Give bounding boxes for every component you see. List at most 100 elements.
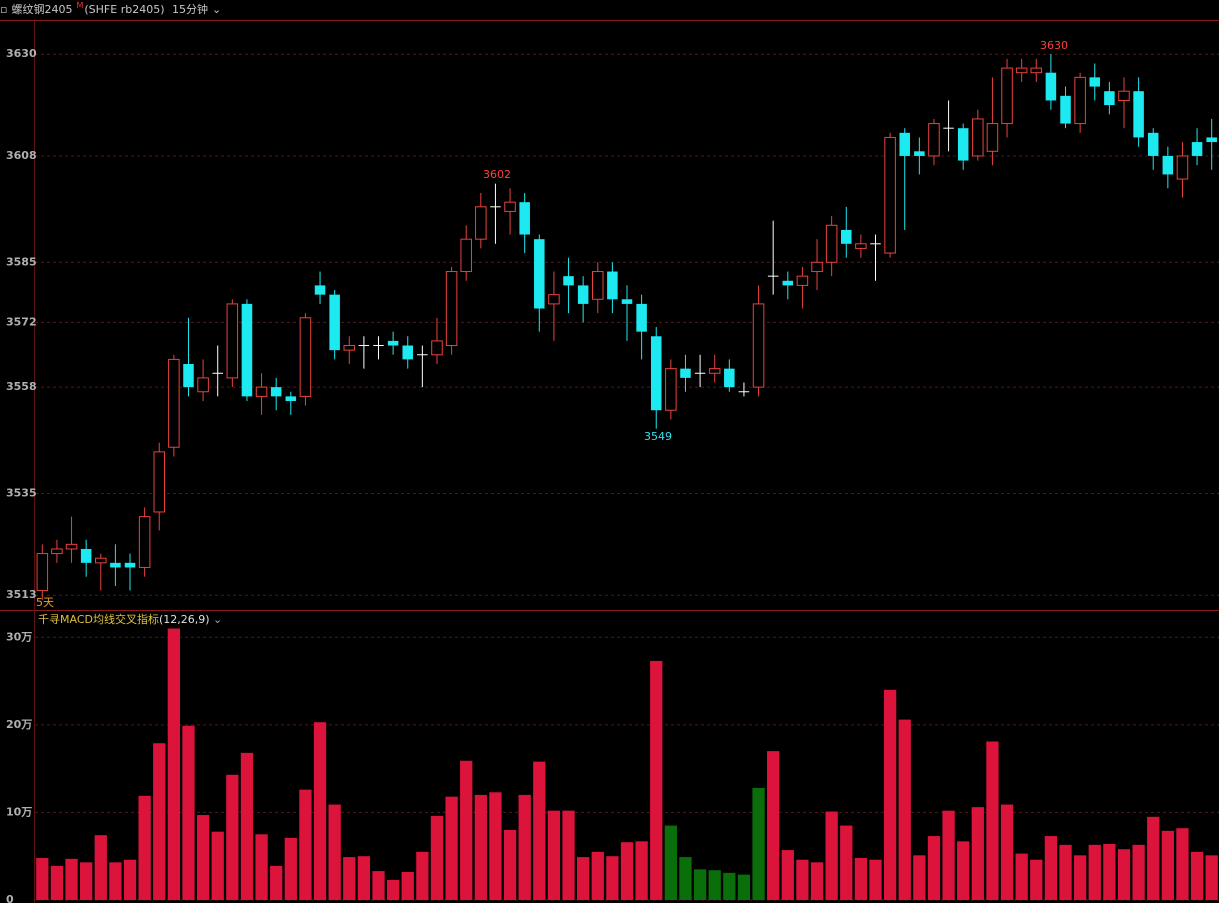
- candle-body: [241, 303, 253, 397]
- candle-body: [285, 396, 297, 402]
- dropdown-arrow[interactable]: ⌄: [210, 613, 223, 626]
- volume-bar: [679, 857, 692, 900]
- volume-bar: [913, 855, 926, 900]
- icon: ▫: [0, 3, 8, 16]
- candle-body: [1191, 142, 1203, 156]
- volume-bar: [825, 811, 838, 900]
- symbol[interactable]: 螺纹钢2405: [11, 3, 73, 16]
- candle-body: [548, 294, 560, 305]
- candle-body: [402, 345, 414, 360]
- candle-body: [80, 548, 92, 563]
- candle-body: [1045, 72, 1057, 101]
- volume-bar: [1073, 855, 1087, 900]
- volume-bar: [1103, 843, 1116, 900]
- candle-body: [708, 368, 721, 374]
- volume-bar: [533, 761, 546, 900]
- candle-body: [986, 123, 999, 152]
- volume-bar: [883, 689, 897, 900]
- candle-body: [680, 368, 691, 378]
- high-label: 3630: [1040, 39, 1068, 52]
- volume-bar: [854, 857, 868, 900]
- volume-bar: [869, 859, 882, 900]
- candle-body: [226, 303, 239, 379]
- volume-bar: [1059, 844, 1072, 900]
- volume-bar: [94, 835, 107, 900]
- candle-body: [1030, 67, 1043, 74]
- header-bar: ▫ 螺纹钢2405 M(SHFE rb2405) 15分钟 ⌄: [0, 0, 1219, 21]
- candle-body: [475, 206, 487, 240]
- candle-body: [110, 562, 121, 568]
- volume-bar: [635, 841, 648, 900]
- y-tick-label: 3513: [6, 588, 37, 601]
- candle-body: [343, 345, 356, 351]
- candle-body: [928, 123, 940, 157]
- volume-bar: [372, 871, 385, 900]
- volume-bar: [211, 831, 224, 900]
- code: (SHFE rb2405): [84, 3, 165, 16]
- volume-bar: [153, 743, 166, 900]
- volume-bar: [606, 856, 619, 900]
- volume-bar: [708, 870, 721, 900]
- candle-body: [1147, 132, 1159, 156]
- volume-bar: [240, 752, 254, 900]
- volume-bar: [562, 810, 575, 900]
- range-label[interactable]: 5天: [36, 596, 54, 609]
- volume-bar: [927, 836, 941, 900]
- volume-bar: [167, 628, 181, 900]
- candle-body: [387, 340, 399, 346]
- indicator-name: 千寻MACD均线交叉指标: [38, 612, 159, 626]
- candle-body: [825, 224, 838, 263]
- volume-bar: [343, 857, 356, 900]
- volume-bar: [1044, 836, 1058, 900]
- y-tick-label: 3608: [6, 149, 37, 162]
- candle-body: [650, 336, 662, 411]
- volume-bar: [50, 865, 64, 900]
- volume-bar: [430, 815, 444, 900]
- volume-bar: [1176, 828, 1189, 900]
- volume-bar: [503, 829, 517, 900]
- y-tick-label: 10万: [6, 805, 32, 818]
- volume-bar: [196, 815, 210, 900]
- period[interactable]: 15分钟: [172, 3, 208, 16]
- candle-body: [592, 271, 604, 300]
- low-label: 3549: [644, 430, 672, 443]
- candle-body: [314, 285, 326, 295]
- volume-bar: [1030, 859, 1043, 900]
- volume-bar: [299, 789, 312, 900]
- candle-body: [124, 562, 136, 568]
- volume-bar: [123, 859, 137, 900]
- candle-body: [621, 299, 633, 304]
- volume-bar: [986, 741, 999, 900]
- volume-bar: [781, 850, 794, 900]
- volume-bar: [942, 810, 955, 900]
- y-tick-label: 3558: [6, 380, 37, 393]
- volume-bar: [767, 751, 780, 900]
- candle-body: [445, 271, 458, 347]
- volume-bar: [416, 851, 429, 900]
- volume-bar: [840, 825, 853, 900]
- volume-bar: [270, 865, 283, 900]
- candle-body: [855, 243, 867, 249]
- volume-bar: [255, 834, 268, 900]
- volume-bar: [36, 857, 49, 900]
- high-label: 3602: [483, 168, 511, 181]
- volume-bar: [401, 871, 414, 900]
- volume-bar: [182, 725, 195, 900]
- candle-body: [270, 387, 282, 397]
- candle-body: [782, 280, 794, 286]
- volume-bar: [474, 794, 487, 900]
- candle-body: [1015, 67, 1028, 74]
- volume-bar: [489, 792, 502, 900]
- volume-bar: [737, 874, 751, 900]
- indicator-title[interactable]: 千寻MACD均线交叉指标(12,26,9) ⌄: [38, 612, 222, 626]
- candle-body: [1001, 67, 1013, 125]
- candle-body: [255, 386, 268, 397]
- volume-bar: [226, 774, 239, 900]
- candle-body: [577, 285, 589, 304]
- volume-bar: [138, 795, 151, 900]
- candle-body: [811, 261, 823, 273]
- candle-body: [299, 317, 312, 397]
- dropdown-arrow[interactable]: ⌄: [212, 3, 222, 16]
